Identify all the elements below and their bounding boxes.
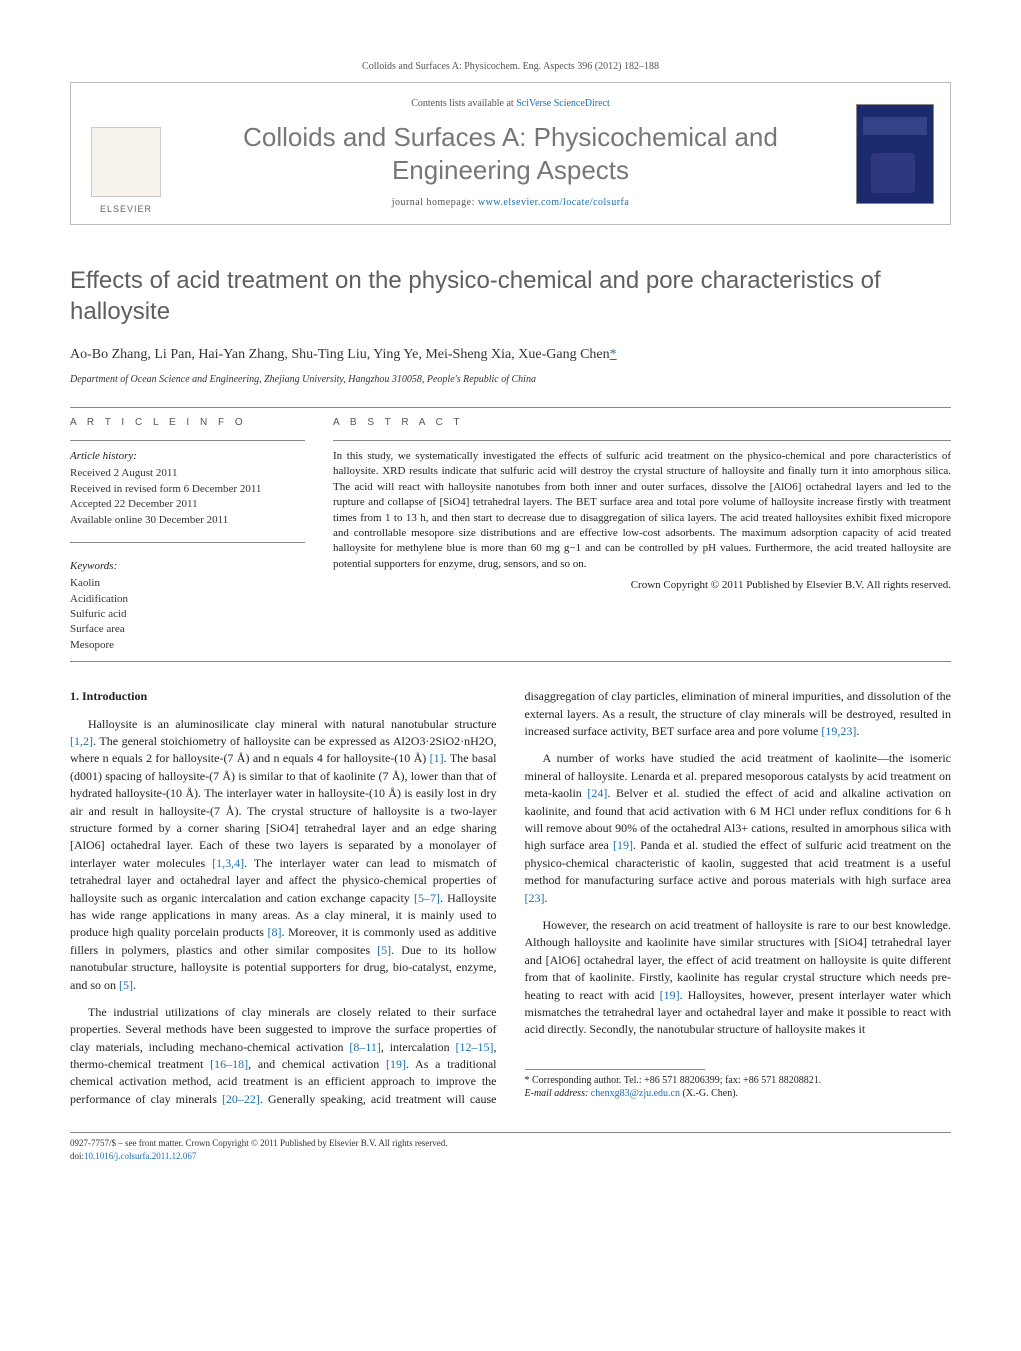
doi-label: doi: — [70, 1151, 84, 1161]
intro-p2b: , intercalation — [381, 1040, 456, 1054]
ref-link[interactable]: [19,23] — [821, 724, 856, 738]
ref-link[interactable]: [1,3,4] — [212, 856, 244, 870]
ref-link[interactable]: [19] — [613, 838, 633, 852]
rule-info — [70, 440, 305, 441]
intro-p2d: , and chemical activation — [248, 1057, 386, 1071]
journal-homepage-link[interactable]: www.elsevier.com/locate/colsurfa — [478, 197, 629, 208]
journal-name-line2: Engineering Aspects — [392, 155, 629, 185]
footnote-rule — [525, 1069, 705, 1070]
rule-abstract — [333, 440, 951, 441]
ref-link[interactable]: [12–15] — [455, 1040, 493, 1054]
ref-link[interactable]: [8] — [268, 925, 282, 939]
article-info-label: A R T I C L E I N F O — [70, 416, 305, 430]
email-suffix: (X.-G. Chen). — [680, 1088, 738, 1099]
footer-doi-line: doi:10.1016/j.colsurfa.2011.12.067 — [70, 1150, 951, 1163]
journal-header-box: ELSEVIER Contents lists available at Sci… — [70, 82, 951, 225]
keyword: Surface area — [70, 622, 305, 637]
keywords-heading: Keywords: — [70, 559, 305, 574]
journal-title-block: Contents lists available at SciVerse Sci… — [181, 83, 840, 224]
ref-link[interactable]: [1] — [430, 751, 444, 765]
journal-name-line1: Colloids and Surfaces A: Physicochemical… — [243, 122, 778, 152]
publisher-name: ELSEVIER — [100, 203, 152, 216]
keyword: Sulfuric acid — [70, 607, 305, 622]
intro-p4: However, the research on acid treatment … — [525, 917, 952, 1039]
journal-homepage-line: journal homepage: www.elsevier.com/locat… — [189, 196, 832, 210]
rule-top — [70, 407, 951, 408]
ref-link[interactable]: [23] — [525, 891, 545, 905]
keyword: Kaolin — [70, 576, 305, 591]
ref-link[interactable]: [5] — [119, 978, 133, 992]
corresponding-author-mark[interactable]: * — [610, 347, 617, 362]
ref-link[interactable]: [19] — [386, 1057, 406, 1071]
contents-line: Contents lists available at SciVerse Sci… — [189, 97, 832, 111]
rule-below-abstract — [70, 661, 951, 662]
body-two-column: 1. Introduction Halloysite is an alumino… — [70, 688, 951, 1108]
abstract-copyright: Crown Copyright © 2011 Published by Else… — [333, 578, 951, 593]
footer-issn-line: 0927-7757/$ – see front matter. Crown Co… — [70, 1137, 951, 1150]
rule-keywords — [70, 542, 305, 543]
abstract-text: In this study, we systematically investi… — [333, 449, 951, 572]
article-info-column: A R T I C L E I N F O Article history: R… — [70, 416, 305, 653]
history-accepted: Accepted 22 December 2011 — [70, 497, 305, 512]
ref-link[interactable]: [20–22] — [222, 1092, 260, 1106]
article-history-heading: Article history: — [70, 449, 305, 464]
intro-p1h: . — [133, 978, 136, 992]
history-online: Available online 30 December 2011 — [70, 513, 305, 528]
journal-cover-icon — [856, 104, 934, 204]
sciencedirect-link[interactable]: SciVerse ScienceDirect — [516, 98, 610, 109]
ref-link[interactable]: [1,2] — [70, 734, 93, 748]
authors-names: Ao-Bo Zhang, Li Pan, Hai-Yan Zhang, Shu-… — [70, 347, 610, 362]
authors-line: Ao-Bo Zhang, Li Pan, Hai-Yan Zhang, Shu-… — [70, 345, 951, 365]
footer-rule — [70, 1132, 951, 1133]
contents-prefix: Contents lists available at — [411, 98, 516, 109]
ref-link[interactable]: [8–11] — [349, 1040, 381, 1054]
publisher-block: ELSEVIER — [71, 83, 181, 224]
ref-link[interactable]: [16–18] — [210, 1057, 248, 1071]
ref-link[interactable]: [5–7] — [414, 891, 440, 905]
ref-link[interactable]: [24] — [587, 786, 607, 800]
intro-p1: Halloysite is an aluminosilicate clay mi… — [70, 716, 497, 994]
ref-link[interactable]: [5] — [377, 943, 391, 957]
intro-p1c: . The basal (d001) spacing of halloysite… — [70, 751, 497, 869]
elsevier-tree-icon — [91, 127, 161, 197]
section-heading-intro: 1. Introduction — [70, 688, 497, 705]
history-received: Received 2 August 2011 — [70, 466, 305, 481]
journal-name: Colloids and Surfaces A: Physicochemical… — [189, 121, 832, 186]
intro-p3: A number of works have studied the acid … — [525, 750, 952, 907]
abstract-label: A B S T R A C T — [333, 416, 951, 430]
home-prefix: journal homepage: — [392, 197, 478, 208]
article-title: Effects of acid treatment on the physico… — [70, 265, 951, 327]
ref-link[interactable]: [19] — [660, 988, 680, 1002]
email-label: E-mail address: — [525, 1088, 591, 1099]
affiliation: Department of Ocean Science and Engineer… — [70, 373, 951, 387]
corr-email-link[interactable]: chenxg83@zju.edu.cn — [591, 1088, 680, 1099]
keyword: Acidification — [70, 592, 305, 607]
keyword: Mesopore — [70, 638, 305, 653]
intro-p2g: . — [856, 724, 859, 738]
corresponding-footnote: * Corresponding author. Tel.: +86 571 88… — [525, 1074, 952, 1100]
doi-link[interactable]: 10.1016/j.colsurfa.2011.12.067 — [84, 1151, 196, 1161]
running-header: Colloids and Surfaces A: Physicochem. En… — [70, 60, 951, 74]
cover-thumb-block — [840, 83, 950, 224]
intro-p3d: . — [545, 891, 548, 905]
intro-p1a: Halloysite is an aluminosilicate clay mi… — [88, 717, 497, 731]
corr-author-contact: * Corresponding author. Tel.: +86 571 88… — [525, 1074, 952, 1087]
abstract-column: A B S T R A C T In this study, we system… — [333, 416, 951, 653]
history-revised: Received in revised form 6 December 2011 — [70, 482, 305, 497]
